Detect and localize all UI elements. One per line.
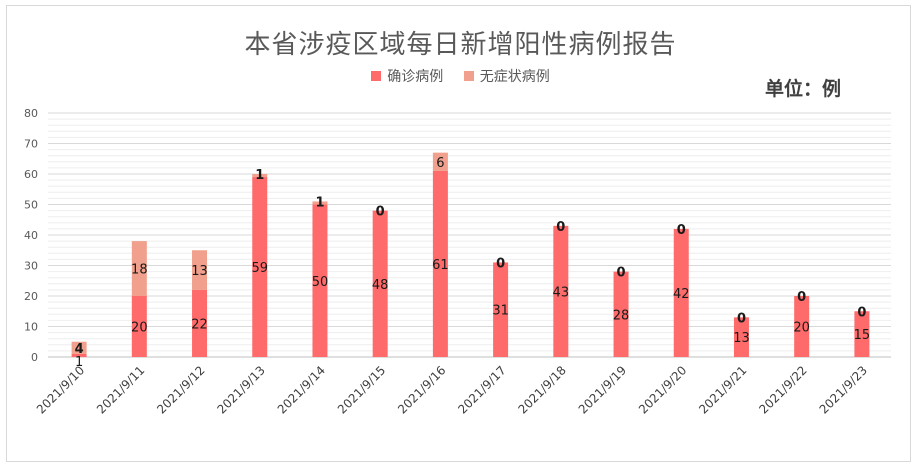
x-tick-label: 2021/9/22 — [756, 363, 809, 416]
chart-frame — [6, 5, 911, 462]
bar-confirmed — [493, 262, 509, 357]
data-label-confirmed: 22 — [191, 317, 208, 332]
legend-swatch-confirmed — [371, 71, 382, 81]
data-label-asymptomatic: 1 — [255, 168, 264, 183]
y-tick-label: 70 — [24, 138, 38, 151]
chart-title: 本省涉疫区域每日新增阳性病例报告 — [244, 30, 677, 60]
legend-label-confirmed: 确诊病例 — [387, 69, 444, 85]
bar-asymptomatic — [192, 250, 208, 290]
data-label-asymptomatic: 0 — [797, 290, 806, 305]
data-label-asymptomatic: 0 — [737, 311, 746, 326]
bar-confirmed — [733, 317, 749, 357]
data-label-confirmed: 28 — [613, 308, 630, 323]
bar-asymptomatic — [71, 341, 87, 354]
data-label-confirmed: 48 — [372, 278, 389, 293]
legend-swatch-asymptomatic — [463, 71, 474, 81]
data-label-asymptomatic: 1 — [315, 195, 324, 210]
x-tick-label: 2021/9/23 — [817, 363, 870, 416]
data-label-asymptomatic: 0 — [376, 205, 385, 220]
bar-asymptomatic — [432, 152, 448, 171]
data-label-asymptomatic: 0 — [857, 305, 866, 320]
y-tick-label: 0 — [31, 351, 38, 364]
y-tick-label: 30 — [24, 260, 38, 273]
x-tick-label: 2021/9/21 — [696, 363, 749, 416]
bar-confirmed — [854, 311, 870, 357]
data-label-confirmed: 1 — [75, 355, 83, 370]
data-label-asymptomatic: 0 — [556, 220, 565, 235]
bar-confirmed — [131, 296, 147, 357]
bar-confirmed — [613, 271, 629, 357]
x-tick-label: 2021/9/15 — [335, 363, 388, 416]
data-label-asymptomatic: 18 — [131, 263, 148, 278]
data-label-confirmed: 20 — [793, 321, 810, 336]
x-tick-label: 2021/9/19 — [576, 363, 629, 416]
x-tick-label: 2021/9/14 — [275, 363, 328, 416]
x-tick-label: 2021/9/13 — [214, 363, 267, 416]
data-label-confirmed: 15 — [854, 328, 871, 343]
data-label-confirmed: 43 — [553, 285, 570, 300]
bar-asymptomatic — [252, 174, 268, 178]
data-label-confirmed: 20 — [131, 321, 148, 336]
y-tick-label: 20 — [24, 290, 38, 303]
data-label-confirmed: 31 — [492, 304, 509, 319]
x-tick-label: 2021/9/12 — [154, 363, 207, 416]
x-tick-label: 2021/9/17 — [455, 363, 508, 416]
y-tick-label: 50 — [24, 199, 38, 212]
data-label-confirmed: 13 — [733, 331, 750, 346]
y-tick-label: 80 — [24, 107, 38, 120]
bar-confirmed — [71, 353, 87, 357]
bar-confirmed — [794, 296, 810, 357]
x-tick-label: 2021/9/16 — [395, 363, 448, 416]
legend: 确诊病例 无症状病例 — [0, 66, 921, 86]
data-label-asymptomatic: 0 — [677, 223, 686, 238]
bar-confirmed — [312, 204, 328, 357]
legend-label-asymptomatic: 无症状病例 — [479, 69, 550, 85]
y-tick-label: 40 — [24, 229, 38, 242]
bar-confirmed — [673, 228, 689, 357]
data-label-confirmed: 59 — [251, 261, 268, 276]
bar-confirmed — [432, 170, 448, 357]
data-label-confirmed: 61 — [432, 258, 449, 273]
bar-confirmed — [192, 289, 208, 357]
bar-confirmed — [252, 177, 268, 357]
bar-asymptomatic — [131, 241, 147, 296]
data-label-confirmed: 42 — [673, 287, 690, 302]
data-label-asymptomatic: 0 — [617, 266, 626, 281]
x-tick-label: 2021/9/18 — [516, 363, 569, 416]
y-tick-label: 10 — [24, 321, 38, 334]
y-tick-label: 60 — [24, 168, 38, 181]
data-label-asymptomatic: 13 — [191, 264, 208, 279]
bar-asymptomatic — [312, 201, 328, 205]
data-label-confirmed: 50 — [312, 275, 329, 290]
legend-item-confirmed: 确诊病例 — [371, 66, 443, 86]
data-label-asymptomatic: 4 — [75, 342, 84, 357]
x-tick-label: 2021/9/20 — [636, 363, 689, 416]
unit-label: 单位：例 — [765, 78, 842, 100]
x-tick-label: 2021/9/11 — [94, 363, 147, 416]
bar-confirmed — [553, 225, 569, 357]
legend-item-asymptomatic: 无症状病例 — [463, 66, 550, 86]
data-label-asymptomatic: 6 — [436, 156, 444, 171]
bar-confirmed — [372, 210, 388, 357]
x-tick-label: 2021/9/10 — [34, 363, 87, 416]
data-label-asymptomatic: 0 — [496, 256, 505, 271]
